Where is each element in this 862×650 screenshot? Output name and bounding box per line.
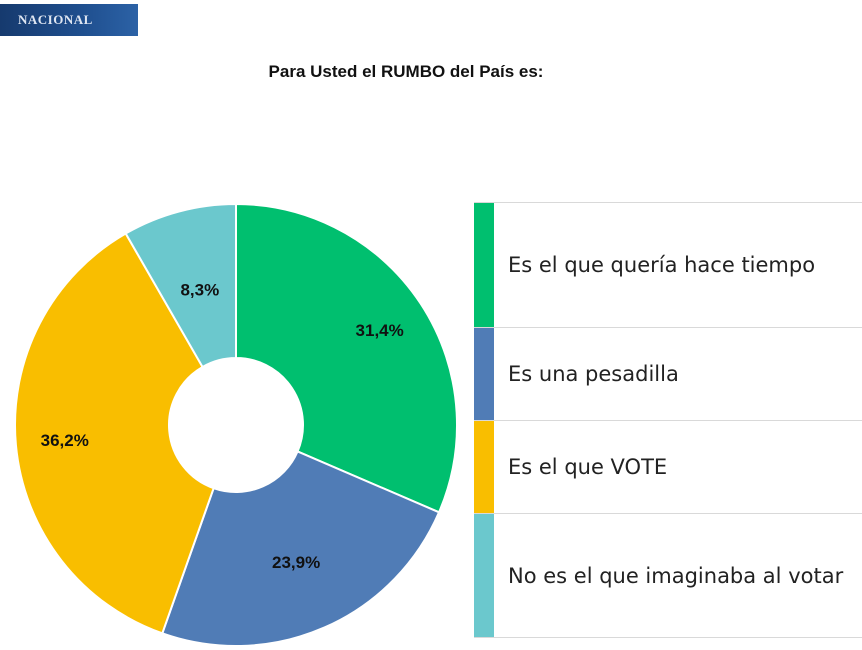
legend-swatch [474, 514, 494, 637]
pie-slice [124, 202, 237, 369]
legend-swatch [474, 203, 494, 327]
legend-swatch [474, 328, 494, 420]
pie-slice [235, 202, 458, 514]
legend-item: No es el que imaginaba al votar [474, 514, 862, 638]
section-badge: NACIONAL [0, 4, 138, 36]
donut-chart: 31,4% 23,9% 36,2% 8,3% [14, 202, 458, 647]
slice-value-label: 23,9% [272, 553, 320, 572]
chart-legend: Es el que quería hace tiempo Es una pesad… [474, 202, 862, 638]
legend-label: Es una pesadilla [508, 362, 679, 386]
slice-value-label: 8,3% [180, 280, 219, 299]
legend-swatch [474, 421, 494, 513]
chart-title: Para Usted el RUMBO del País es: [268, 62, 544, 81]
slice-value-label: 31,4% [356, 321, 404, 340]
legend-item: Es el que VOTE [474, 421, 862, 514]
legend-label: No es el que imaginaba al votar [508, 563, 844, 588]
slice-value-label: 36,2% [41, 431, 89, 450]
legend-item: Es el que quería hace tiempo [474, 202, 862, 328]
legend-item: Es una pesadilla [474, 328, 862, 421]
legend-label: Es el que VOTE [508, 455, 668, 479]
pie-slice [161, 450, 441, 647]
legend-label: Es el que quería hace tiempo [508, 253, 816, 277]
pie-slice [14, 232, 215, 635]
